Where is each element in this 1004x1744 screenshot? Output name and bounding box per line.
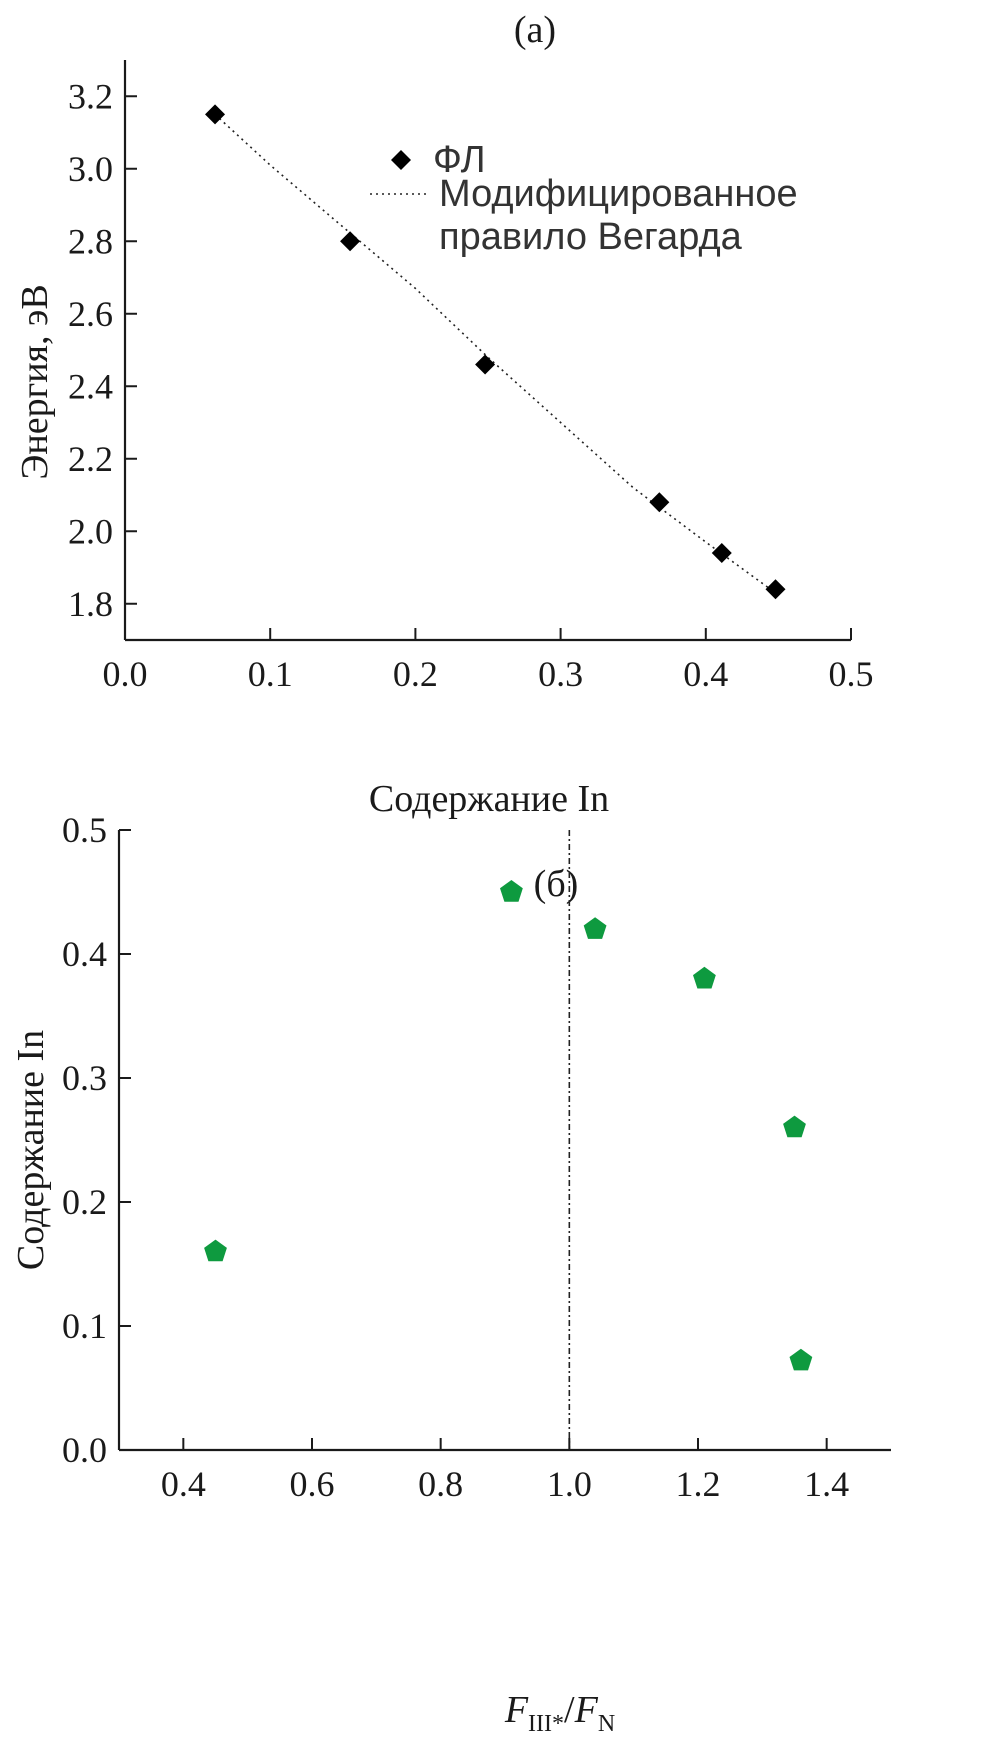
panel-a-data-points <box>205 104 786 600</box>
pl-data-point <box>475 354 496 375</box>
panel-a-axes <box>123 60 851 642</box>
panel-b-in-content-vs-flux-ratio: (б) 0.4 0.6 0.8 1.0 1.2 1.4 0.00.10.20.30.40.… <box>10 810 891 1737</box>
legend-label-pl: ФЛ <box>433 139 486 181</box>
panel-a-y-axis-label: Энергия, эВ <box>14 284 56 479</box>
panel-b-label: (б) <box>534 863 579 905</box>
panel-b-x-ticks: 0.4 0.6 0.8 1.0 1.2 1.4 <box>161 1438 849 1504</box>
panel-a-y-tick-label-3: 3.0 <box>68 149 113 189</box>
panel-b-y-tick-label-0-4: 0.4 <box>62 934 107 974</box>
panel-b-y-tick-label-0-3: 0.3 <box>62 1058 107 1098</box>
panel-b-x-tick-label-0-6: 0.6 <box>290 1464 335 1504</box>
panel-a-x-tick-label-0-5: 0.5 <box>829 654 874 694</box>
in-content-data-point <box>204 1239 227 1262</box>
in-content-data-point <box>789 1348 813 1371</box>
panel-a-y-tick-label-2-8: 2.8 <box>68 221 113 261</box>
panel-b-y-axis-label: Содержание In <box>10 1030 52 1270</box>
panel-b-axes <box>117 830 891 1452</box>
legend-diamond-marker <box>391 150 411 170</box>
panel-b-data-points <box>204 880 813 1371</box>
panel-a-x-tick-label-0-3: 0.3 <box>538 654 583 694</box>
panel-a-x-axis-label: Содержание In <box>369 778 609 820</box>
panel-a-x-tick-label-0-1: 0.1 <box>248 654 293 694</box>
pl-data-point <box>765 579 786 600</box>
panel-b-y-tick-label-0-5: 0.5 <box>62 810 107 850</box>
panel-a-x-ticks: 0.0 0.1 0.2 0.3 0.4 0.5 <box>103 628 874 694</box>
legend-label-vegard: Модифицированное правило Вегарда <box>439 173 808 258</box>
panel-b-x-tick-label-1-4: 1.4 <box>804 1464 849 1504</box>
pl-data-point <box>340 231 361 252</box>
panel-b-x-tick-label-1: 1.0 <box>547 1464 592 1504</box>
panel-b-x-tick-label-0-4: 0.4 <box>161 1464 206 1504</box>
pl-data-point <box>711 543 732 563</box>
in-content-data-point <box>500 880 523 902</box>
in-content-data-point <box>583 917 607 939</box>
panel-a-y-tick-label-2: 2.0 <box>68 511 113 551</box>
panel-a-y-ticks: 1.8 2.0 2.2 2.4 2.6 2.8 3.0 3.2 <box>68 76 137 624</box>
panel-a-y-tick-label-3-2: 3.2 <box>68 76 113 116</box>
panel-a-y-tick-label-2-6: 2.6 <box>68 294 113 334</box>
panel-b-x-tick-label-0-8: 0.8 <box>418 1464 463 1504</box>
panel-a-label: (a) <box>514 9 556 51</box>
panel-a-x-tick-label-0: 0.0 <box>103 654 148 694</box>
panel-b-y-ticks: 0.0 0.1 0.2 0.3 0.4 0.5 <box>62 810 131 1470</box>
panel-a-x-tick-label-0-4: 0.4 <box>683 654 728 694</box>
panel-b-y-tick-label-0-1: 0.1 <box>62 1306 107 1346</box>
panel-b-x-tick-label-1-2: 1.2 <box>676 1464 721 1504</box>
panel-a-y-tick-label-1-8: 1.8 <box>68 584 113 624</box>
panel-a-y-tick-label-2-4: 2.4 <box>68 366 113 406</box>
panel-b-y-tick-label-0: 0.0 <box>62 1430 107 1470</box>
in-content-data-point <box>783 1115 806 1138</box>
panel-a-energy-vs-in-content: (a) 0.0 0.1 0.2 0.3 0.4 0.5 1.8 2.0 2.2 2.4 2.6 2.… <box>14 9 874 820</box>
panel-b-y-tick-label-0-2: 0.2 <box>62 1182 107 1222</box>
panel-a-y-tick-label-2-2: 2.2 <box>68 439 113 479</box>
panel-b-x-axis-label: FIII*/FN <box>504 1689 615 1737</box>
in-content-data-point <box>693 966 716 989</box>
pl-data-point <box>649 492 670 513</box>
panel-a-x-tick-label-0-2: 0.2 <box>393 654 438 694</box>
panel-a-legend: ФЛ Модифицированное правило Вегарда <box>370 139 808 258</box>
pl-data-point <box>205 104 226 125</box>
